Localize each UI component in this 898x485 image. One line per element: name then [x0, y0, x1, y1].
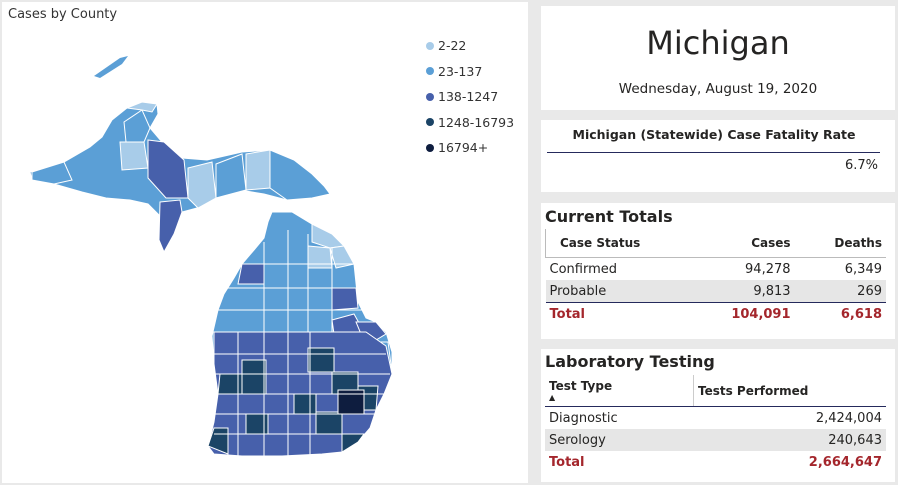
county-grand-traverse[interactable] [237, 263, 265, 285]
column-header-test-type[interactable]: Test Type ▲ [545, 375, 694, 407]
legend-swatch-icon [426, 118, 434, 127]
legend-swatch-icon [426, 41, 434, 50]
map-legend: 2-22 23-137 138-1247 1248-16793 16794+ [426, 33, 514, 161]
current-totals-title: Current Totals [545, 207, 673, 226]
county-washtenaw[interactable] [315, 411, 343, 435]
legend-item[interactable]: 1248-16793 [426, 110, 514, 136]
column-header-cases[interactable]: Cases [684, 229, 795, 258]
county-choropleth-map[interactable] [2, 2, 528, 483]
county-otsego[interactable] [307, 245, 333, 269]
test-type-cell: Diagnostic [549, 410, 618, 426]
current-totals-card: Current Totals Case Status Cases Deaths … [541, 203, 895, 339]
column-header-tests-performed[interactable]: Tests Performed [693, 375, 886, 407]
state-name: Michigan [646, 24, 790, 62]
deaths-cell: 269 [857, 283, 882, 299]
legend-swatch-icon [426, 143, 434, 152]
county-monroe[interactable] [341, 433, 365, 453]
legend-swatch-icon [426, 92, 434, 101]
column-header-case-status[interactable]: Case Status [545, 229, 684, 258]
total-tests-performed: 2,664,647 [808, 454, 882, 470]
test-type-cell: Serology [549, 432, 606, 448]
fatality-rate-value: 6.7% [844, 158, 878, 173]
table-row: Probable 9,813 269 [545, 280, 886, 303]
laboratory-testing-table: Test Type ▲ Tests Performed Diagnostic 2… [545, 375, 886, 473]
legend-item[interactable]: 23-137 [426, 59, 514, 85]
table-row: Confirmed 94,278 6,349 [546, 258, 887, 281]
county-chippewa[interactable] [245, 149, 271, 191]
county-schoolcraft[interactable] [187, 161, 217, 209]
total-row: Total 2,664,647 [545, 451, 886, 473]
cases-cell: 9,813 [753, 283, 791, 299]
map-title: Cases by County [8, 7, 118, 22]
sort-ascending-icon[interactable]: ▲ [549, 393, 556, 402]
county-kalamazoo[interactable] [245, 413, 269, 435]
deaths-cell: 6,349 [844, 261, 882, 277]
table-row: Diagnostic 2,424,004 [545, 407, 886, 430]
county-map-card: Cases by County 2-22 23-137 138-1247 1248-1… [2, 2, 528, 483]
legend-item[interactable]: 2-22 [426, 33, 514, 59]
county-houghton[interactable] [123, 109, 151, 143]
case-status-cell: Probable [549, 283, 607, 299]
county-grid-south [214, 332, 390, 456]
tests-performed-cell: 240,643 [828, 432, 882, 448]
legend-item[interactable]: 138-1247 [426, 84, 514, 110]
total-cases: 104,091 [684, 302, 795, 325]
county-ingham[interactable] [293, 393, 317, 415]
tests-performed-cell: 2,424,004 [815, 410, 882, 426]
legend-label: 23-137 [438, 63, 483, 79]
legend-label: 1248-16793 [438, 114, 515, 130]
total-label: Total [545, 302, 684, 325]
county-genesee[interactable] [307, 347, 335, 373]
state-header-card: Michigan Wednesday, August 19, 2020 [541, 6, 895, 110]
current-totals-table: Case Status Cases Deaths Confirmed 94,27… [545, 229, 886, 325]
county-kent[interactable] [241, 359, 267, 395]
table-row: Serology 240,643 [545, 429, 886, 451]
county-mackinac[interactable] [269, 149, 331, 201]
legend-item[interactable]: 16794+ [426, 135, 514, 161]
county-keweenaw[interactable] [125, 101, 158, 113]
laboratory-testing-title: Laboratory Testing [545, 352, 715, 371]
total-deaths: 6,618 [794, 302, 886, 325]
fatality-rate-card: Michigan (Statewide) Case Fatality Rate … [541, 120, 895, 192]
total-row: Total 104,091 6,618 [545, 302, 886, 325]
county-delta[interactable] [158, 199, 183, 254]
fatality-rate-title: Michigan (Statewide) Case Fatality Rate [572, 127, 856, 142]
county-gogebic[interactable] [31, 161, 73, 185]
total-label: Total [549, 454, 585, 470]
case-status-cell: Confirmed [549, 261, 618, 277]
county-isle-royale[interactable] [94, 56, 128, 78]
laboratory-testing-card: Laboratory Testing Test Type ▲ Tests Per… [541, 349, 895, 482]
legend-label: 2-22 [438, 38, 467, 54]
cases-cell: 94,278 [745, 261, 791, 277]
legend-label: 138-1247 [438, 89, 499, 105]
legend-swatch-icon [426, 67, 434, 76]
test-type-label: Test Type [549, 379, 613, 393]
fatality-rate-divider [547, 152, 880, 153]
county-iosco[interactable] [331, 287, 359, 311]
column-header-deaths[interactable]: Deaths [794, 229, 886, 258]
county-grid-mid [218, 230, 366, 332]
report-date: Wednesday, August 19, 2020 [618, 81, 818, 97]
county-baraga[interactable] [119, 141, 149, 171]
legend-label: 16794+ [438, 140, 489, 156]
